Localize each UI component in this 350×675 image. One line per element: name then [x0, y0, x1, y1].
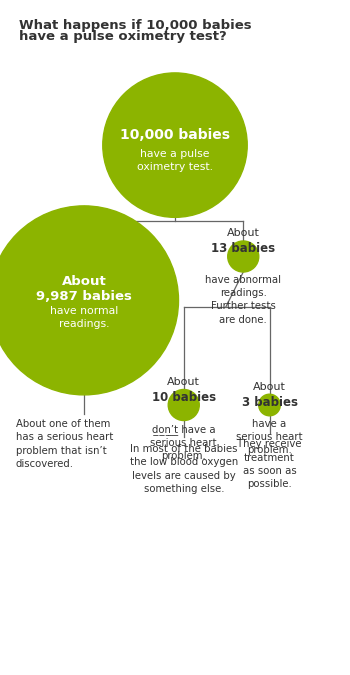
Text: have normal
readings.: have normal readings. [50, 306, 118, 329]
Text: About one of them
has a serious heart
problem that isn’t
discovered.: About one of them has a serious heart pr… [16, 419, 113, 468]
Text: About: About [253, 381, 286, 391]
Text: have a pulse
oximetry test.: have a pulse oximetry test. [137, 149, 213, 172]
Text: have a pulse oximetry test?: have a pulse oximetry test? [19, 30, 227, 43]
Text: 10 babies: 10 babies [152, 392, 216, 404]
Ellipse shape [0, 206, 178, 395]
Text: What happens if 10,000 babies: What happens if 10,000 babies [19, 19, 252, 32]
Text: About: About [167, 377, 200, 387]
Text: 13 babies: 13 babies [211, 242, 275, 255]
Text: They receive
treatment
as soon as
possible.: They receive treatment as soon as possib… [237, 439, 302, 489]
Text: 10,000 babies: 10,000 babies [120, 128, 230, 142]
Text: About: About [227, 227, 260, 238]
Text: 3 babies: 3 babies [241, 396, 298, 409]
Text: have abnormal
readings.
Further tests
are done.: have abnormal readings. Further tests ar… [205, 275, 281, 325]
Ellipse shape [103, 73, 247, 217]
Ellipse shape [168, 389, 199, 421]
Text: In most of the babies
the low blood oxygen
levels are caused by
something else.: In most of the babies the low blood oxyg… [130, 444, 238, 493]
Text: have a
serious heart
problem.: have a serious heart problem. [236, 419, 303, 455]
Text: d̲o̲n̲’̲t̲ have a
serious heart
problem.: d̲o̲n̲’̲t̲ have a serious heart problem. [150, 424, 217, 461]
Ellipse shape [259, 394, 280, 416]
Ellipse shape [228, 241, 259, 272]
Text: About
9,987 babies: About 9,987 babies [36, 275, 132, 303]
